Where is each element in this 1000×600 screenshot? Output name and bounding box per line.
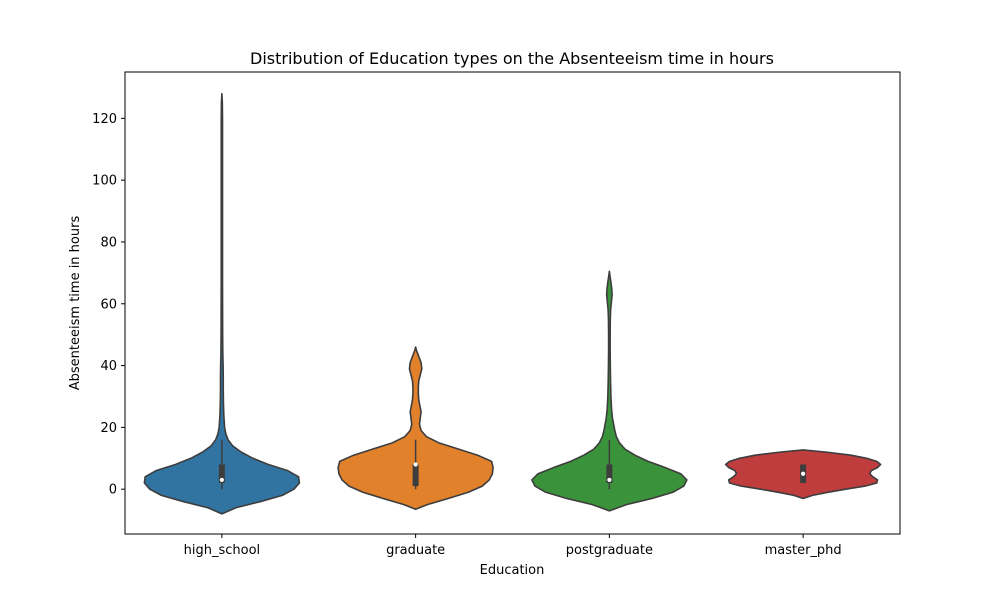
violin-high-school [143, 92, 301, 515]
x-tick-label: graduate [386, 543, 445, 558]
median-marker-postgraduate [607, 477, 612, 483]
median-marker-master-phd [801, 471, 806, 476]
iqr-box-graduate [412, 464, 419, 487]
median-marker-graduate [413, 462, 418, 467]
chart-title: Distribution of Education types on the A… [250, 49, 774, 68]
y-axis-label: Absenteeism time in hours [68, 216, 83, 391]
iqr-box-postgraduate [606, 464, 613, 484]
y-tick-label: 120 [92, 112, 117, 127]
violin-postgraduate [531, 270, 688, 512]
plot-frame [124, 71, 901, 535]
x-tick-label: master_phd [765, 543, 842, 558]
y-tick-label: 80 [100, 235, 117, 250]
x-tick-label: high_school [184, 543, 261, 558]
axes-layer: 0 20 40 60 80 100 120 high_school graduate postgr… [92, 71, 901, 558]
x-axis-label: Education [480, 563, 545, 578]
y-tick-label: 20 [100, 421, 117, 436]
violin-graduate [337, 346, 494, 511]
y-tick-label: 40 [100, 359, 117, 374]
iqr-box-high-school [218, 464, 225, 484]
y-tick-label: 60 [100, 297, 117, 312]
violins-layer [143, 92, 882, 515]
x-tick-label: postgraduate [566, 543, 653, 558]
y-tick-label: 0 [109, 483, 117, 498]
median-marker-high-school [219, 477, 224, 483]
y-tick-label: 100 [92, 174, 117, 189]
